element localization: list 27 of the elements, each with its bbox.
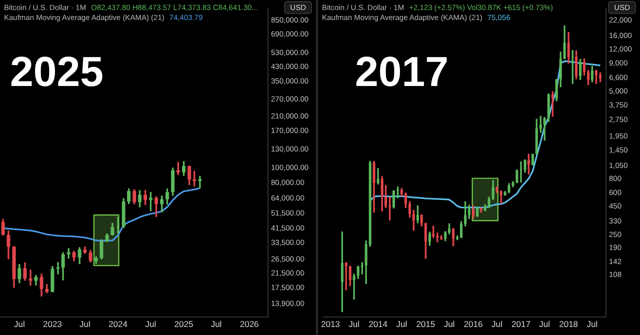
x-tick-label: Jul — [80, 319, 90, 330]
x-tick-label: Jul — [444, 319, 455, 330]
x-tick-label: Jul — [210, 319, 222, 330]
candlestick — [28, 270, 32, 286]
candlestick — [198, 176, 202, 188]
candlestick — [352, 274, 356, 300]
x-tick-label: 2026 — [240, 319, 260, 330]
x-tick-label: 2013 — [320, 319, 340, 330]
x-tick-label: 2014 — [368, 319, 388, 330]
x-tick-label: 2017 — [512, 319, 531, 330]
x-tick-label: 2015 — [416, 319, 436, 330]
x-tick-label: Jul — [14, 319, 25, 330]
x-tick-label: Jul — [145, 319, 156, 330]
annotation: 2025 — [10, 48, 104, 96]
x-tick-label: 2023 — [42, 319, 62, 330]
x-tick-label: Jul — [586, 319, 598, 330]
x-tick-label: 2016 — [464, 319, 483, 330]
x-tick-label: 2024 — [108, 319, 128, 330]
x-tick-label: 2018 — [559, 319, 578, 330]
candlestick — [116, 216, 120, 234]
x-tick-label: Jul — [396, 319, 408, 330]
x-tick-label: 2025 — [174, 319, 194, 330]
candlestick — [376, 168, 380, 184]
x-tick-label: Jul — [539, 319, 550, 330]
x-tick-label: Jul — [492, 319, 503, 330]
annotation: 2017 — [355, 48, 448, 96]
x-tick-label: Jul — [348, 319, 360, 330]
